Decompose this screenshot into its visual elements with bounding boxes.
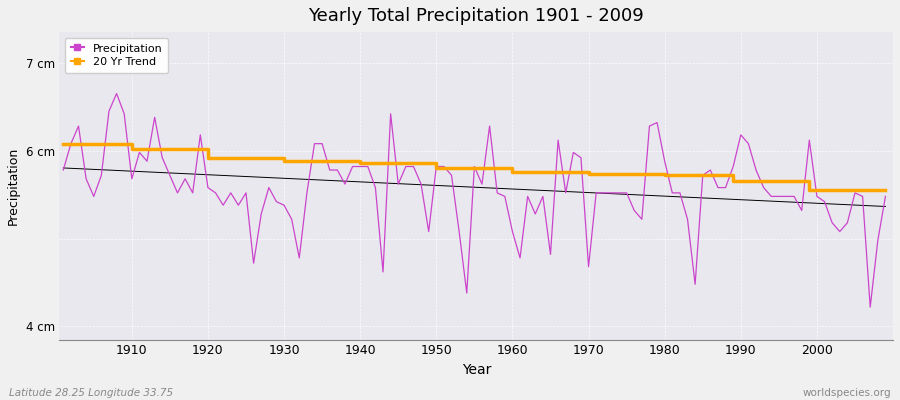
X-axis label: Year: Year xyxy=(462,363,491,377)
Text: Latitude 28.25 Longitude 33.75: Latitude 28.25 Longitude 33.75 xyxy=(9,388,173,398)
Title: Yearly Total Precipitation 1901 - 2009: Yearly Total Precipitation 1901 - 2009 xyxy=(309,7,644,25)
Text: worldspecies.org: worldspecies.org xyxy=(803,388,891,398)
Y-axis label: Precipitation: Precipitation xyxy=(7,147,20,225)
Legend: Precipitation, 20 Yr Trend: Precipitation, 20 Yr Trend xyxy=(65,38,168,73)
